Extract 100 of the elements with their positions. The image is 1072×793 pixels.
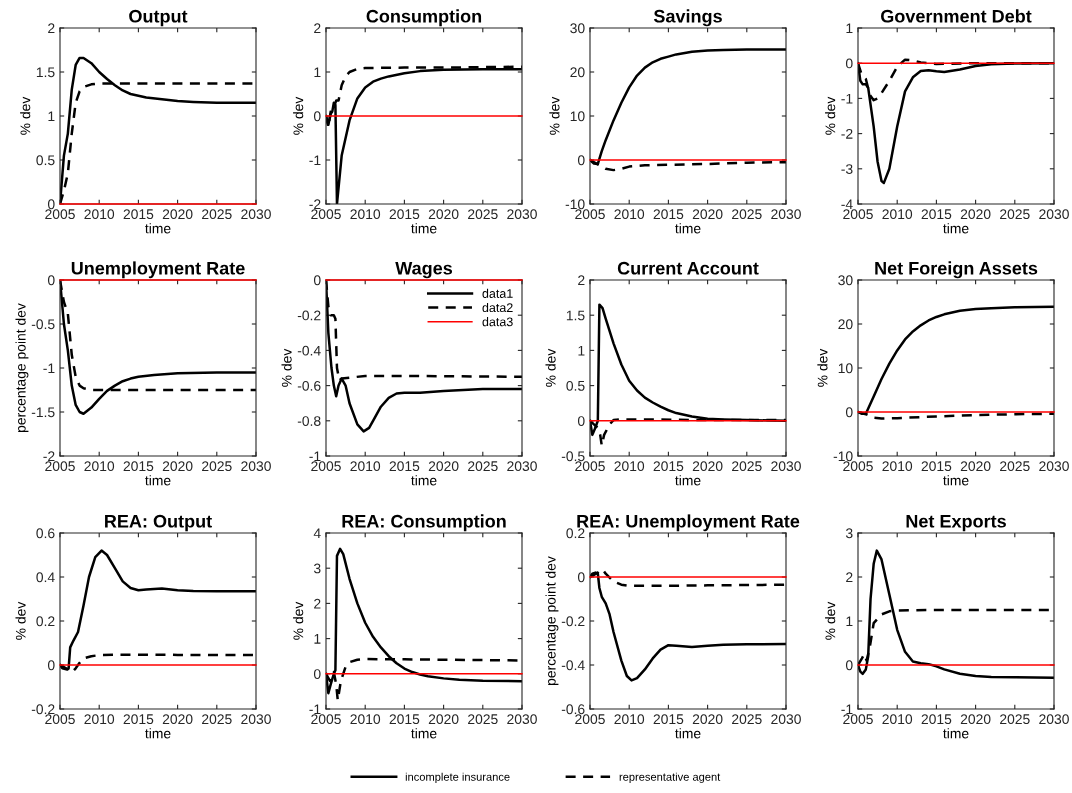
x-tick-label: 2020 (162, 461, 193, 472)
x-tick-label: 2005 (45, 209, 75, 220)
y-tick-label: 30 (838, 275, 853, 286)
x-tick-label: 2020 (960, 461, 991, 472)
x-tick-label: 2030 (1039, 714, 1069, 725)
y-axis-title: % dev (817, 348, 828, 387)
y-axis-title: % dev (20, 96, 31, 135)
y-tick-label: -0.4 (561, 660, 585, 671)
x-tick-label: 2030 (241, 209, 271, 220)
x-tick-label: 2030 (1039, 209, 1069, 220)
y-axis-title: percentage point dev (15, 303, 29, 432)
y-tick-label: -0.2 (31, 704, 55, 715)
y-tick-label: 0.5 (36, 155, 55, 166)
x-tick-label: 2005 (575, 461, 605, 472)
x-tick-label: 2020 (428, 714, 459, 725)
y-axis-title: % dev (549, 96, 560, 135)
x-tick-label: 2025 (468, 461, 498, 472)
x-tick-label: 2025 (1000, 714, 1030, 725)
y-tick-label: 1 (846, 23, 853, 34)
y-tick-label: -1 (309, 451, 321, 462)
chart-title: Unemployment Rate (71, 261, 245, 279)
y-tick-label: 0.5 (566, 380, 585, 391)
x-tick-label: 2015 (653, 461, 684, 472)
y-tick-label: 1.5 (36, 67, 55, 78)
legend-label: data3 (482, 317, 513, 327)
legend-label: representative agent (619, 772, 721, 783)
x-axis-title: time (943, 223, 969, 234)
x-axis-title: time (943, 728, 969, 739)
x-tick-label: 2020 (692, 714, 723, 725)
x-tick-label: 2030 (507, 209, 537, 220)
x-tick-label: 2025 (1000, 209, 1030, 220)
y-tick-label: 1 (846, 616, 853, 627)
x-tick-label: 2025 (732, 714, 762, 725)
x-tick-label: 2020 (428, 209, 459, 220)
x-tick-label: 2030 (771, 714, 801, 725)
x-tick-label: 2015 (921, 461, 952, 472)
y-tick-label: 3 (313, 563, 321, 574)
x-tick-label: 2030 (1039, 461, 1069, 472)
y-tick-label: -4 (841, 199, 853, 210)
chart-title: REA: Output (105, 514, 212, 532)
y-tick-label: 0 (47, 660, 55, 671)
x-tick-label: 2005 (843, 209, 873, 220)
x-tick-label: 2030 (507, 714, 537, 725)
y-tick-label: 0 (47, 275, 55, 286)
y-tick-label: -2 (841, 128, 853, 139)
x-axis-title: time (411, 728, 437, 739)
y-tick-label: 0 (47, 199, 55, 210)
y-tick-label: -0.5 (31, 319, 55, 330)
y-axis-title: % dev (825, 96, 836, 135)
y-tick-label: 0 (845, 407, 853, 418)
x-tick-label: 2015 (653, 714, 684, 725)
x-axis-title: time (145, 475, 171, 486)
x-axis-title: time (675, 728, 701, 739)
x-tick-label: 2030 (241, 714, 271, 725)
x-tick-label: 2015 (921, 714, 952, 725)
y-tick-label: -10 (565, 199, 585, 210)
x-tick-label: 2010 (882, 714, 913, 725)
x-tick-label: 2015 (123, 714, 154, 725)
y-axis-title: percentage point dev (545, 556, 559, 685)
y-tick-label: 1 (48, 111, 55, 122)
x-tick-label: 2010 (614, 209, 645, 220)
x-tick-label: 2020 (428, 461, 459, 472)
x-tick-label: 2030 (771, 209, 801, 220)
y-tick-label: -0.6 (297, 380, 321, 391)
y-tick-label: 4 (313, 528, 321, 539)
y-tick-label: -1 (43, 363, 55, 374)
chart-title: Net Foreign Assets (875, 261, 1038, 279)
y-tick-label: 0.6 (36, 528, 55, 539)
y-tick-label: 0 (313, 111, 321, 122)
y-tick-label: -3 (841, 164, 853, 174)
x-axis-title: time (943, 475, 969, 486)
x-tick-label: 2020 (162, 209, 193, 220)
y-axis-title: % dev (545, 348, 556, 387)
y-tick-label: 10 (838, 363, 853, 374)
y-tick-label: -1 (309, 704, 321, 715)
x-tick-label: 2020 (960, 209, 991, 220)
y-tick-label: 3 (845, 528, 853, 539)
y-tick-label: 0 (577, 416, 585, 426)
x-axis-title: time (145, 223, 171, 234)
x-tick-label: 2025 (202, 209, 232, 220)
x-tick-label: 2005 (843, 714, 873, 725)
x-tick-label: 2025 (732, 209, 762, 220)
x-tick-label: 2030 (771, 461, 801, 472)
x-tick-label: 2010 (614, 461, 645, 472)
x-tick-label: 2015 (123, 209, 154, 220)
y-tick-label: 2 (578, 275, 585, 286)
y-tick-label: -1 (309, 155, 321, 166)
y-tick-label: -0.2 (297, 310, 321, 321)
y-tick-label: 0 (845, 58, 853, 69)
chart-title: Current Account (617, 261, 759, 275)
x-tick-label: 2025 (468, 714, 498, 725)
y-axis-title: % dev (293, 96, 304, 135)
x-tick-label: 2005 (575, 209, 605, 220)
x-axis-title: time (411, 223, 437, 234)
x-tick-label: 2010 (614, 714, 645, 725)
y-tick-label: 1 (314, 67, 321, 78)
x-tick-label: 2030 (507, 461, 537, 472)
chart-title: REA: Consumption (342, 514, 506, 532)
y-tick-label: 1 (578, 345, 585, 356)
y-tick-label: -0.2 (561, 616, 585, 627)
